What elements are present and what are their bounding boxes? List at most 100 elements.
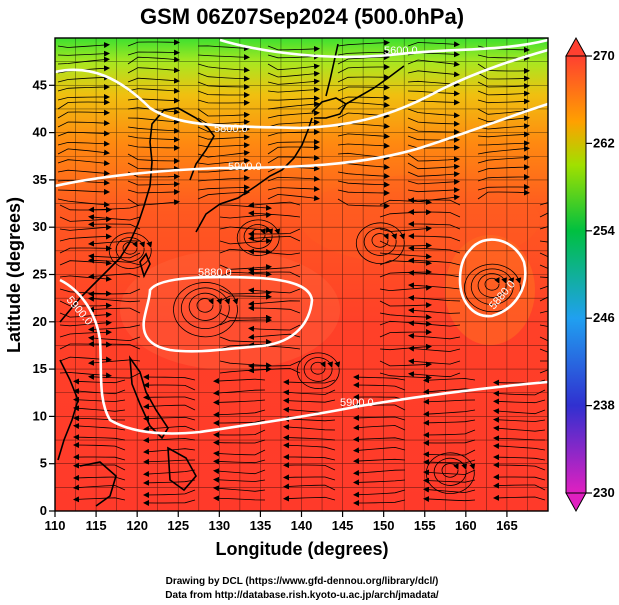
streamline [73,484,126,491]
streamline [407,162,460,170]
eddy-streamline [477,273,507,298]
streamline [267,119,320,128]
plot-area: 5600.0 5800.0 5900.0 5900.0 5880.0 5880.… [55,38,548,511]
contour-label: 5900.0 [228,161,262,173]
colorbar-tick-label: 246 [593,310,615,325]
contour-label: 5900.0 [340,397,374,409]
streamline [407,153,460,163]
streamline [57,120,110,128]
streamline [267,63,320,71]
streamline [88,273,141,280]
streamline [213,495,266,502]
streamline [407,80,460,88]
x-tick-label: 115 [86,518,107,533]
streamline [59,233,112,242]
streamline [493,494,546,501]
streamline [88,214,141,221]
streamline [379,199,432,206]
streamline [423,429,476,438]
streamline [353,499,406,506]
streamline [379,284,432,292]
streamline [197,175,250,182]
streamline [197,150,250,158]
streamline [197,189,250,200]
streamline [267,186,320,192]
streamline [423,377,476,384]
streamline [477,72,530,82]
streamline [408,257,461,266]
streamline [127,67,180,74]
streamline [493,425,546,432]
colorbar-tick-label: 238 [593,398,615,413]
streamline [57,188,110,195]
streamline [219,312,272,321]
streamline [337,171,390,180]
colorbar-ticks: 230 238 246 254 262 270 [586,48,615,500]
streamline [477,98,530,105]
streamline [423,486,476,494]
streamline [477,164,530,173]
streamline [73,434,126,441]
warm-anomaly [300,175,540,265]
streamline [353,414,406,421]
streamline [283,474,336,481]
y-tick-label: 20 [33,314,47,329]
streamline [379,300,432,309]
y-axis-label: Latitude (degrees) [4,197,24,353]
colorbar-tick-label: 262 [593,135,615,150]
streamline [267,129,320,137]
streamline [127,117,180,125]
streamline [143,499,196,506]
x-tick-label: 135 [250,518,272,533]
streamline [267,193,320,202]
streamline [477,154,530,164]
streamline [197,134,250,141]
streamline [423,439,476,446]
streamline [353,458,406,464]
streamline [267,139,320,146]
colorbar-tick-label: 254 [593,223,615,238]
streamline [353,374,406,381]
wind-streamlines [57,39,548,506]
streamline [477,123,530,130]
streamline [213,419,266,426]
streamline [73,442,126,451]
streamline [408,345,461,352]
streamline [283,434,336,441]
streamline [493,416,546,423]
y-tick-label: 45 [33,77,47,92]
streamline [143,382,196,391]
streamline [337,133,390,140]
streamline [248,300,301,307]
streamline [493,474,546,481]
streamline [219,212,272,219]
streamline [337,64,390,74]
streamline [283,483,336,491]
coastline-mindanao [167,446,197,492]
eddy-streamline [196,298,214,313]
streamline [57,50,110,57]
coastline-taiwan [139,252,151,279]
eddy-streamline [470,268,515,305]
streamline [213,429,266,438]
streamline [143,489,196,498]
x-tick-label: 140 [291,518,313,533]
streamline [197,90,250,98]
streamline [353,446,406,454]
streamline [407,187,460,193]
x-tick-label: 145 [332,518,354,533]
streamline [267,110,320,119]
streamline [423,419,476,426]
streamline [57,42,110,49]
y-tick-label: 25 [33,267,47,282]
streamline [57,140,110,147]
streamline [73,423,126,431]
eddy-streamline [441,463,459,478]
streamline [127,144,180,151]
streamline [127,49,180,56]
streamline [423,496,476,502]
streamline [407,41,460,48]
streamline [408,307,461,314]
streamline [219,264,272,271]
